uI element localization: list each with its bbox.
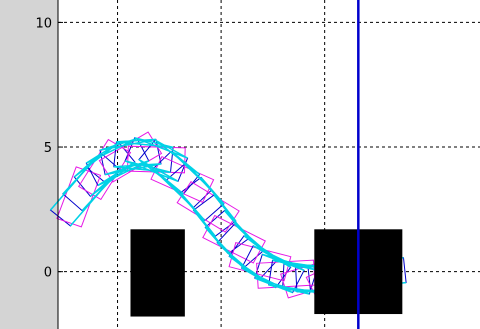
trajectory-marker [176,181,240,233]
grid [58,0,480,329]
trajectory-marker [256,259,316,289]
plot-background [58,0,480,329]
left-margin [0,0,58,329]
trajectory-marker [202,214,266,264]
y-tick-label: 5 [44,141,52,156]
y-tick-label: 0 [44,266,52,281]
y-axis-ticks: 10 5 0 [35,16,63,281]
trajectory-marker [78,138,132,201]
obstacle [130,229,185,317]
trajectory-marker [228,241,292,282]
y-tick-label: 10 [35,16,52,31]
